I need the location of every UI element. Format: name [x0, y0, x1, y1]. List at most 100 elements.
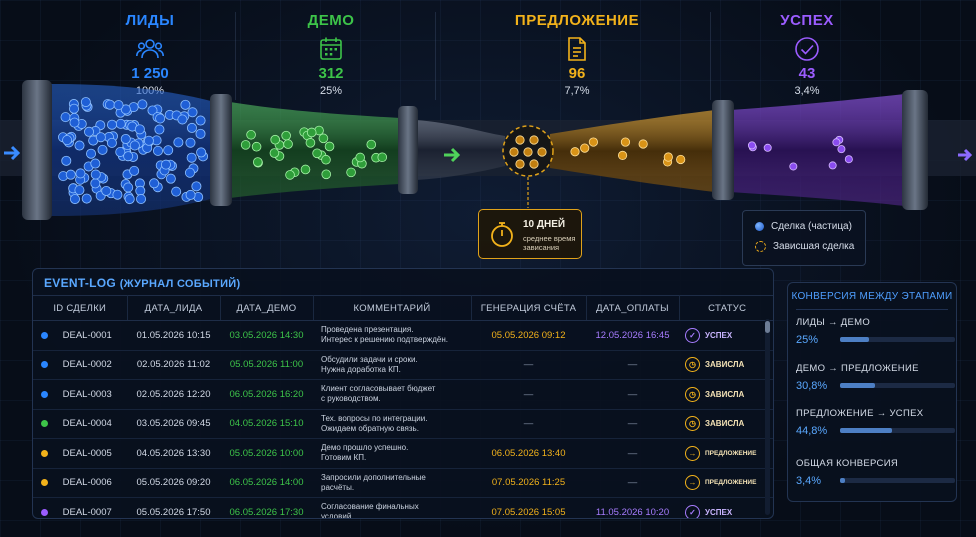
- deal-stage-dot: [41, 420, 48, 428]
- lead-particle: [187, 107, 198, 118]
- stage-name: ПРЕДЛОЖЕНИЕ: [514, 12, 640, 29]
- deal-stage-dot: [41, 479, 48, 487]
- table-row[interactable]: DEAL-0001 01.05.2026 10:15 03.05.2026 14…: [33, 320, 773, 351]
- lead-particle: [155, 113, 166, 124]
- comment-cell: Демо прошло успешно. Готовим КП.: [313, 438, 471, 469]
- lead-particle: [123, 182, 134, 193]
- invoice-date-cell: 05.05.2026 09:12: [471, 320, 586, 351]
- check-circle-icon: ✓: [685, 504, 700, 518]
- lead-particle: [86, 148, 97, 159]
- deal-stage-dot: [41, 390, 48, 398]
- column-header[interactable]: КОММЕНТАРИЙ: [313, 295, 472, 321]
- success-particle: [844, 155, 853, 164]
- conversion-item: ОБЩАЯ КОНВЕРСИЯ 3,4%: [796, 458, 955, 487]
- comment-line: Согласование финальных: [321, 502, 419, 512]
- callout-subtitle: среднее время зависания: [523, 234, 576, 252]
- stage-percent: 3,4%: [794, 85, 820, 97]
- arrow-right-icon: →: [685, 475, 700, 491]
- pipeline-illustration: [0, 80, 976, 220]
- conversion-progress-fill: [840, 428, 892, 433]
- stage-count: 96: [568, 65, 586, 82]
- lead-particle: [171, 186, 182, 197]
- success-particle: [763, 143, 772, 152]
- lead-particle: [104, 99, 115, 110]
- lead-particle: [185, 137, 196, 148]
- stage-count: 312: [318, 65, 344, 82]
- conversion-divider: [796, 309, 948, 310]
- stage-count: 43: [798, 65, 816, 82]
- event-log-scrollbar[interactable]: [765, 319, 770, 515]
- lead-particle: [120, 104, 131, 115]
- stopwatch-icon: [488, 220, 516, 253]
- comment-cell: Согласование финальных условий.: [313, 497, 471, 518]
- stage-divider: [435, 12, 436, 100]
- legend-stuck: Зависшая сделка: [755, 241, 854, 252]
- stuck-particle: [515, 135, 525, 145]
- lead-particle: [143, 135, 154, 146]
- table-row[interactable]: DEAL-0004 03.05.2026 09:45 04.05.2026 15…: [33, 409, 773, 439]
- scrollbar-thumb[interactable]: [765, 321, 770, 333]
- table-row[interactable]: DEAL-0002 02.05.2026 11:02 05.05.2026 11…: [33, 350, 773, 380]
- table-row[interactable]: DEAL-0007 05.05.2026 17:50 06.05.2026 17…: [33, 497, 773, 518]
- conversion-label: ОБЩАЯ КОНВЕРСИЯ: [796, 458, 898, 469]
- demo-particle: [270, 134, 280, 145]
- lead-particle: [90, 169, 101, 180]
- column-header[interactable]: ID СДЕЛКИ: [33, 295, 128, 321]
- legend: Сделка (частица) Зависшая сделка: [742, 210, 866, 266]
- offer-particle: [663, 152, 673, 162]
- demo-date-cell: 05.05.2026 10:00: [220, 438, 313, 469]
- lead-particle: [152, 145, 163, 156]
- column-header[interactable]: СТАТУС: [679, 295, 773, 321]
- table-header-row: ID СДЕЛКИ ДАТА_ЛИДА ДАТА_ДЕМО КОММЕНТАРИ…: [33, 295, 773, 321]
- demo-particle: [355, 152, 365, 163]
- lead-particle: [65, 169, 76, 180]
- comment-cell: Обсудили задачи и сроки. Нужна доработка…: [313, 350, 471, 380]
- lead-particle: [163, 145, 174, 156]
- deal-stage-dot: [41, 361, 48, 369]
- table-row[interactable]: DEAL-0003 02.05.2026 12:20 06.05.2026 16…: [33, 379, 773, 410]
- deal-id: DEAL-0004: [62, 418, 112, 430]
- comment-line: Демо прошло успешно.: [321, 443, 409, 453]
- column-header[interactable]: ДАТА_ДЕМО: [220, 295, 314, 321]
- conversion-value: 44,8%: [796, 425, 828, 437]
- payment-date-cell: 11.05.2026 10:20: [586, 497, 679, 518]
- offer-particle: [580, 143, 590, 153]
- event-log-title-sub: (ЖУРНАЛ СОБЫТИЙ): [119, 278, 241, 290]
- lead-particle: [180, 99, 191, 110]
- comment-line: Ожидаем обратную связь.: [321, 423, 419, 433]
- offer-particle: [570, 147, 580, 157]
- payment-date-cell: —: [586, 379, 679, 410]
- column-header[interactable]: ДАТА_ОПЛАТЫ: [586, 295, 680, 321]
- comment-line: расчёты.: [321, 482, 355, 492]
- demo-date-cell: 06.05.2026 14:00: [220, 468, 313, 498]
- lead-particle: [191, 181, 202, 192]
- success-particle: [789, 162, 798, 171]
- comment-line: Тех. вопросы по интеграции.: [321, 413, 428, 423]
- event-log-panel: EVENT-LOG (ЖУРНАЛ СОБЫТИЙ) ID СДЕЛКИ ДАТ…: [32, 268, 774, 519]
- deal-id: DEAL-0002: [62, 359, 112, 371]
- invoice-date-cell: 06.05.2026 13:40: [471, 438, 586, 469]
- status-badge: ◷ ЗАВИСЛА: [679, 416, 773, 432]
- stuck-particle: [529, 135, 539, 145]
- lead-particle: [90, 158, 101, 169]
- conversion-progress-bar: [840, 428, 955, 433]
- table-row[interactable]: DEAL-0005 04.05.2026 13:30 05.05.2026 10…: [33, 438, 773, 469]
- lead-particle: [154, 124, 165, 135]
- comment-cell: Тех. вопросы по интеграции. Ожидаем обра…: [313, 409, 471, 439]
- demo-particle: [240, 140, 251, 150]
- column-header[interactable]: ГЕНЕРАЦИЯ СЧЁТА: [471, 295, 587, 321]
- lead-particle: [173, 137, 184, 148]
- table-row[interactable]: DEAL-0006 05.05.2026 09:20 06.05.2026 14…: [33, 468, 773, 498]
- demo-particle: [312, 148, 322, 159]
- lead-particle: [185, 189, 196, 200]
- lead-particle: [124, 194, 135, 205]
- conversion-label: ЛИДЫ → ДЕМО: [796, 317, 871, 328]
- column-header[interactable]: ДАТА_ЛИДА: [127, 295, 221, 321]
- demo-particle: [283, 139, 293, 149]
- comment-line: Интерес к решению подтверждён.: [321, 335, 449, 345]
- lead-particle: [137, 99, 148, 110]
- lead-particle: [60, 112, 71, 123]
- conversion-label: ПРЕДЛОЖЕНИЕ → УСПЕХ: [796, 408, 924, 419]
- lead-particle: [177, 114, 188, 125]
- deal-id: DEAL-0001: [62, 329, 112, 341]
